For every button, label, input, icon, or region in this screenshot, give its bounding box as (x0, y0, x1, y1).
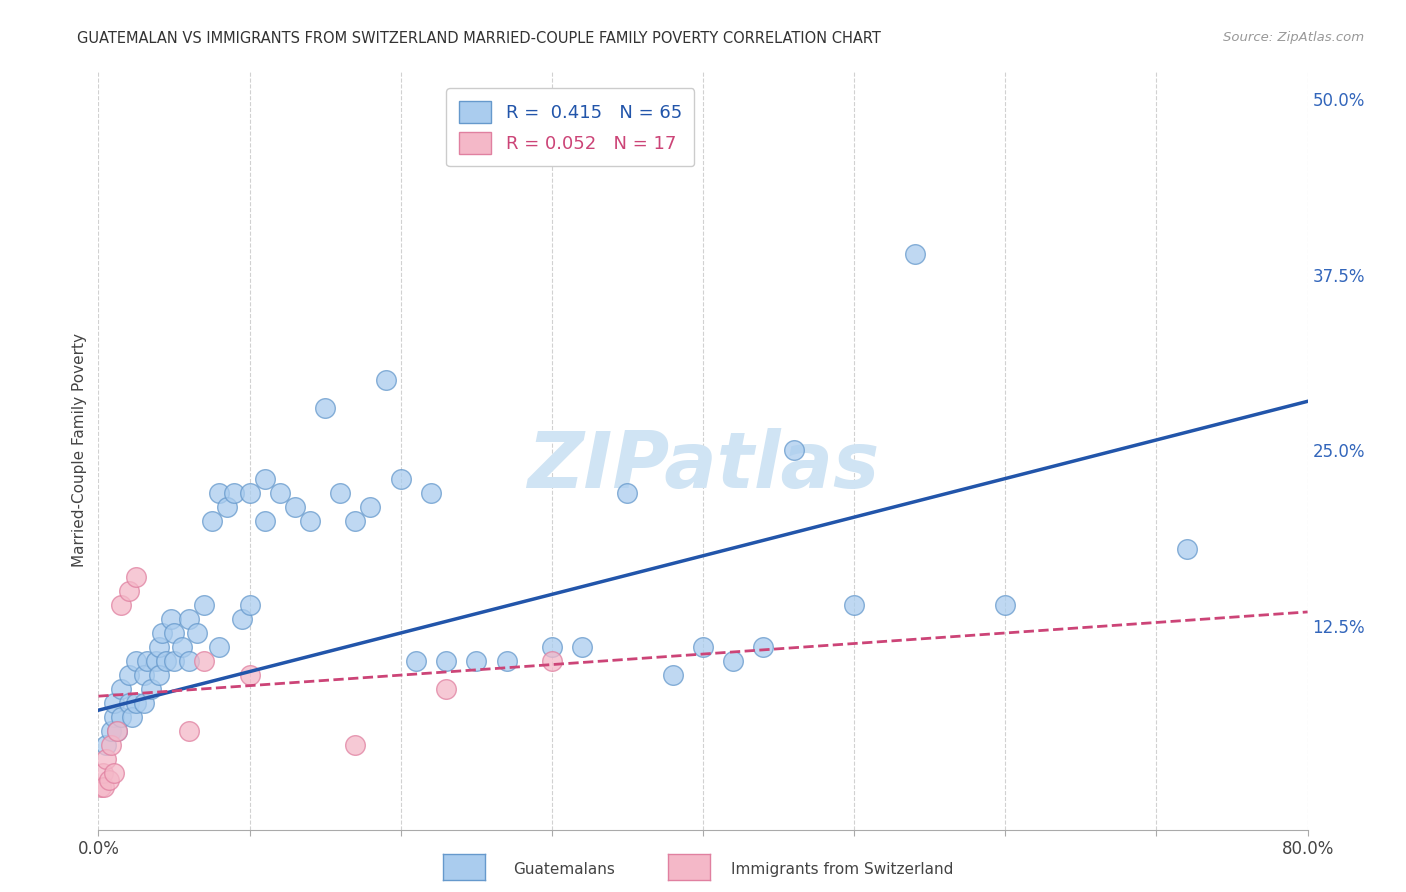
Point (193, 654, 215, 668)
Text: Guatemalans: Guatemalans (513, 863, 614, 877)
Point (105, 724, 128, 739)
Point (91, 766, 114, 780)
Point (434, 682, 457, 697)
Point (269, 485, 291, 500)
Point (170, 640, 193, 654)
Point (155, 654, 177, 668)
Point (360, 500, 382, 514)
Point (994, 598, 1017, 612)
Point (100, 724, 122, 739)
Point (110, 682, 132, 697)
Text: GUATEMALAN VS IMMIGRANTS FROM SWITZERLAND MARRIED-COUPLE FAMILY POVERTY CORRELAT: GUATEMALAN VS IMMIGRANTS FROM SWITZERLAN… (77, 31, 882, 46)
Point (90, 780, 112, 795)
Point (125, 570, 148, 584)
Legend: R =  0.415   N = 65, R = 0.052   N = 17: R = 0.415 N = 65, R = 0.052 N = 17 (446, 88, 695, 166)
Point (118, 583, 141, 598)
Point (314, 401, 336, 416)
Point (215, 500, 238, 514)
Point (389, 471, 412, 485)
Point (540, 654, 562, 668)
Point (118, 668, 141, 682)
Point (94, 752, 117, 766)
Point (125, 696, 148, 710)
Point (179, 612, 201, 626)
Point (405, 654, 427, 668)
Point (692, 640, 714, 654)
Point (150, 626, 173, 640)
Point (98, 773, 121, 788)
Point (284, 500, 307, 514)
Point (495, 654, 517, 668)
Point (132, 696, 155, 710)
Point (148, 640, 170, 654)
Point (253, 471, 276, 485)
Point (239, 668, 262, 682)
Point (125, 654, 148, 668)
Point (179, 724, 201, 739)
Point (121, 710, 143, 724)
Point (1175, 541, 1198, 556)
Text: Immigrants from Switzerland: Immigrants from Switzerland (731, 863, 953, 877)
Point (752, 640, 775, 654)
Point (94, 739, 117, 753)
Point (239, 598, 262, 612)
Point (208, 485, 231, 500)
Point (783, 443, 806, 458)
Point (904, 247, 927, 261)
Point (103, 710, 125, 724)
Point (103, 766, 125, 780)
Point (208, 640, 231, 654)
Point (193, 598, 215, 612)
Point (132, 668, 155, 682)
Point (118, 696, 141, 710)
Point (616, 485, 638, 500)
Point (163, 654, 186, 668)
Point (148, 668, 170, 682)
Y-axis label: Married-Couple Family Poverty: Married-Couple Family Poverty (72, 334, 87, 567)
Text: ZIPatlas: ZIPatlas (527, 427, 879, 504)
Point (540, 640, 562, 654)
Point (723, 654, 745, 668)
Point (160, 612, 183, 626)
Point (105, 724, 128, 739)
Point (201, 514, 224, 528)
Point (661, 668, 683, 682)
Point (465, 654, 488, 668)
Point (141, 682, 163, 697)
Point (145, 654, 167, 668)
Point (93, 780, 115, 795)
Point (434, 654, 457, 668)
Point (100, 739, 122, 753)
Point (224, 485, 246, 500)
Point (571, 640, 593, 654)
Point (179, 654, 201, 668)
Point (844, 598, 866, 612)
Point (163, 626, 186, 640)
Point (253, 514, 276, 528)
Point (186, 626, 208, 640)
Point (344, 739, 367, 753)
Point (239, 485, 262, 500)
Point (135, 654, 157, 668)
Point (110, 710, 132, 724)
Point (329, 485, 352, 500)
Point (231, 612, 253, 626)
Point (374, 373, 396, 387)
Text: Source: ZipAtlas.com: Source: ZipAtlas.com (1223, 31, 1364, 45)
Point (299, 514, 322, 528)
Point (420, 485, 443, 500)
Point (344, 514, 367, 528)
Point (110, 598, 132, 612)
Point (103, 696, 125, 710)
